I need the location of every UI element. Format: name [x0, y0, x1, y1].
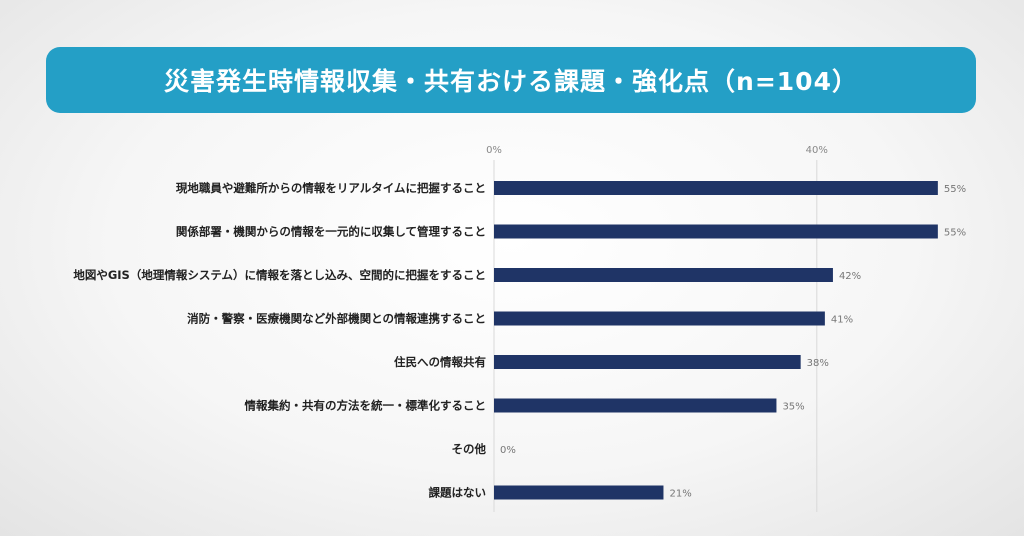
value-label: 55%	[944, 184, 966, 195]
category-label: 関係部署・機関からの情報を一元的に収集して管理すること	[176, 225, 486, 239]
x-tick-label: 0%	[486, 145, 502, 156]
bar	[494, 398, 777, 413]
chart-title: 災害発生時情報収集・共有おける課題・強化点（n=104）	[164, 67, 858, 96]
category-label: 情報集約・共有の方法を統一・標準化すること	[244, 399, 487, 413]
category-label: 課題はない	[429, 486, 487, 500]
bar	[494, 224, 938, 239]
value-label: 41%	[831, 315, 853, 326]
value-label: 42%	[839, 271, 861, 282]
category-label: 消防・警察・医療機関など外部機関との情報連携すること	[187, 312, 486, 326]
category-label: その他	[452, 442, 487, 456]
value-label: 38%	[807, 358, 829, 369]
value-label: 21%	[669, 489, 691, 500]
bar	[494, 485, 664, 500]
bar	[494, 311, 825, 326]
bar	[494, 268, 833, 282]
chart-title-banner: 災害発生時情報収集・共有おける課題・強化点（n=104）	[46, 47, 976, 113]
category-label: 現地職員や避難所からの情報をリアルタイムに把握すること	[176, 181, 486, 195]
category-label: 住民への情報共有	[394, 355, 486, 369]
bar	[494, 355, 801, 369]
value-label: 55%	[944, 228, 966, 239]
bar	[494, 181, 938, 195]
value-label: 35%	[782, 402, 804, 413]
x-tick-label: 40%	[806, 145, 828, 156]
value-label: 0%	[500, 445, 516, 456]
category-label: 地図やGIS（地理情報システム）に情報を落とし込み、空間的に把握をすること	[73, 268, 486, 282]
